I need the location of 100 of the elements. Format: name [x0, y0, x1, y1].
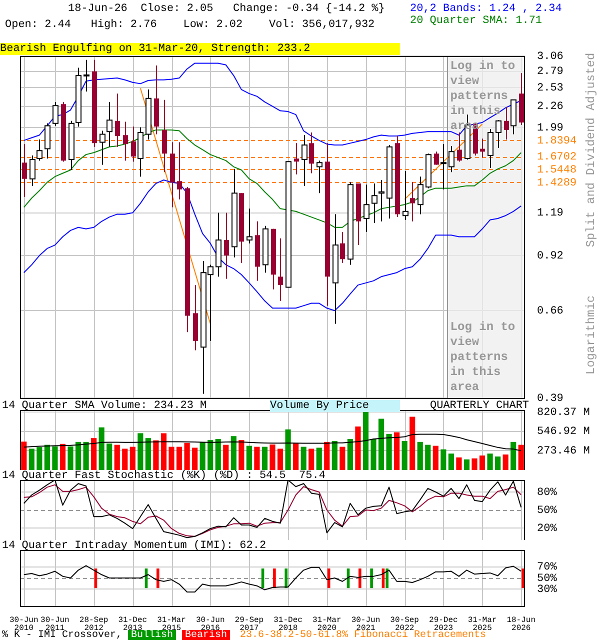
bar [417, 442, 423, 470]
bar [432, 446, 438, 470]
y-tick-label: 30% [537, 584, 558, 596]
bar [340, 446, 346, 470]
bar [510, 442, 516, 470]
y-tick-label: 0.92 [537, 250, 564, 262]
y-tick-label: 0.39 [537, 392, 564, 405]
bar [425, 444, 431, 470]
bar [114, 444, 120, 470]
bar [300, 446, 306, 470]
chart-title: 14 Quarter Fast Stochastic (%K) (%D) : 54.5 75.4 [2, 470, 326, 482]
y-tick-label: 2.79 [537, 66, 564, 78]
bar [293, 444, 299, 470]
bar [184, 442, 190, 470]
bar [456, 457, 462, 470]
bar [277, 448, 284, 470]
bar [130, 446, 136, 470]
bar [60, 444, 66, 470]
y-tick-label: 50% [537, 572, 558, 585]
text: Bullish [128, 630, 176, 640]
candlestick [504, 106, 509, 140]
bar [308, 448, 314, 470]
bar [106, 444, 112, 470]
bar [44, 444, 50, 470]
annotation: QUARTERLY CHART [430, 400, 530, 412]
bar [472, 458, 478, 470]
text: 20 Quarter SMA: 1.71 [410, 15, 544, 27]
bar [316, 448, 322, 470]
candlestick [115, 93, 120, 148]
candlestick [434, 151, 439, 166]
bar [324, 442, 330, 470]
bar [347, 439, 353, 470]
bar [332, 440, 338, 470]
bar [270, 444, 276, 470]
bar [192, 448, 198, 470]
candlestick [278, 238, 283, 302]
text: Logarithmic [584, 295, 598, 375]
bar [200, 442, 206, 470]
y-axis-title: Split and Dividend Adjusted [584, 52, 598, 248]
bar [362, 410, 369, 470]
bar [238, 440, 244, 470]
bar [122, 448, 128, 470]
bar [464, 459, 470, 470]
bar [355, 426, 361, 470]
bar [246, 446, 252, 470]
bar [518, 444, 524, 470]
chart-title: 14 Quarter Intraday Momentum (IMI): 62.2 [2, 540, 266, 552]
annotation: Log in to view patterns in this area [450, 320, 516, 394]
bar [230, 436, 236, 470]
y-tick-label: 50% [537, 504, 558, 517]
bar [262, 446, 268, 470]
ref-line-label: 1.5448 [537, 164, 577, 176]
candlestick [340, 232, 345, 264]
text: 20,2 Bands: 1.24 , 2.34 [410, 3, 562, 15]
y-tick-label: 3.06 [537, 50, 564, 63]
bar [487, 454, 493, 470]
bar [479, 455, 486, 470]
candlestick [123, 121, 128, 162]
bar [21, 442, 27, 470]
candlestick [410, 182, 415, 222]
bar [75, 442, 82, 470]
y-tick-label: 2.26 [537, 101, 564, 114]
bar [208, 440, 214, 470]
bar [168, 446, 174, 470]
bar [378, 418, 384, 470]
y-tick-label: 2.53 [537, 82, 564, 94]
candlestick [224, 212, 229, 280]
y-tick-label: 0.66 [537, 306, 564, 318]
bar [98, 427, 104, 470]
y-tick-label: 546.92 M [537, 426, 590, 438]
candlestick [309, 132, 314, 174]
y-tick-label: 273.46 M [537, 446, 590, 458]
candlestick [294, 142, 299, 175]
bar [410, 416, 416, 470]
bar [176, 446, 182, 470]
candlestick [22, 144, 27, 198]
bar [83, 442, 89, 470]
bar [440, 449, 446, 470]
y-tick-label: 1.99 [537, 122, 564, 134]
annotation: Volume By Price [270, 400, 400, 412]
bar [254, 446, 260, 470]
chart-subtitle: Open: 2.44 High: 2.76 Low: 2.02 Vol: 356,017,932 [5, 19, 375, 31]
y-tick-label: 20% [537, 522, 558, 535]
legend-title: % K - IMI Crossover, [2, 630, 122, 640]
candlestick [177, 142, 182, 200]
chart-title: 14 Quarter SMA Volume: 234.23 M [2, 400, 207, 412]
bar [28, 448, 34, 470]
bar [138, 433, 144, 470]
bar [394, 432, 400, 470]
bar [448, 454, 454, 470]
ref-line-label: 1.8394 [537, 135, 578, 148]
bar [52, 446, 58, 470]
text: Bearish [182, 630, 230, 640]
bar [285, 429, 291, 470]
bar [386, 434, 392, 470]
text: Bearish Engulfing on 31-Mar-20, Strength: 233.2 [0, 43, 400, 55]
bar [215, 439, 221, 470]
bar [495, 456, 501, 470]
candlestick [131, 126, 136, 162]
bar [145, 438, 151, 470]
